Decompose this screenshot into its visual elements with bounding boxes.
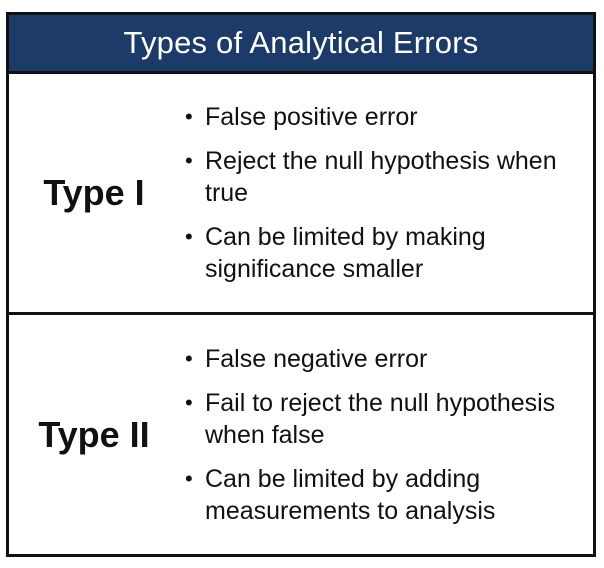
bullet-icon: • (185, 345, 193, 371)
bullet-icon: • (185, 104, 193, 129)
type-1-label: Type I (43, 172, 145, 213)
table-header: Types of Analytical Errors (9, 15, 593, 74)
bullet-text: False negative error (205, 344, 428, 373)
error-types-table: Types of Analytical Errors Type I • Fals… (6, 12, 596, 557)
bullet-text: Can be limited by making significance sm… (205, 223, 486, 283)
bullet-icon: • (185, 465, 193, 491)
type-1-bullet-list: • False positive error • Reject the null… (179, 101, 593, 285)
bullet-item: • False positive error (179, 101, 593, 133)
bullet-icon: • (185, 224, 193, 249)
bullet-item: • Reject the null hypothesis when true (179, 145, 593, 209)
table-title: Types of Analytical Errors (123, 25, 479, 60)
bullet-icon: • (185, 389, 193, 415)
type-1-row: Type I • False positive error • Reject t… (9, 74, 593, 315)
type-2-label: Type II (38, 413, 150, 455)
bullet-icon: • (185, 148, 193, 173)
bullet-item: • Fail to reject the null hypothesis whe… (179, 387, 593, 451)
bullet-text: Reject the null hypothesis when true (205, 147, 557, 207)
bullet-item: • Can be limited by adding measurements … (179, 463, 593, 527)
bullet-text: Fail to reject the null hypothesis when … (205, 388, 556, 449)
type-2-bullet-list: • False negative error • Fail to reject … (179, 343, 593, 527)
bullet-item: • Can be limited by making significance … (179, 221, 593, 285)
bullet-item: • False negative error (179, 343, 593, 375)
bullet-text: False positive error (205, 103, 418, 131)
bullet-text: Can be limited by adding measurements to… (205, 464, 496, 525)
type-2-row: Type II • False negative error • Fail to… (9, 315, 593, 554)
